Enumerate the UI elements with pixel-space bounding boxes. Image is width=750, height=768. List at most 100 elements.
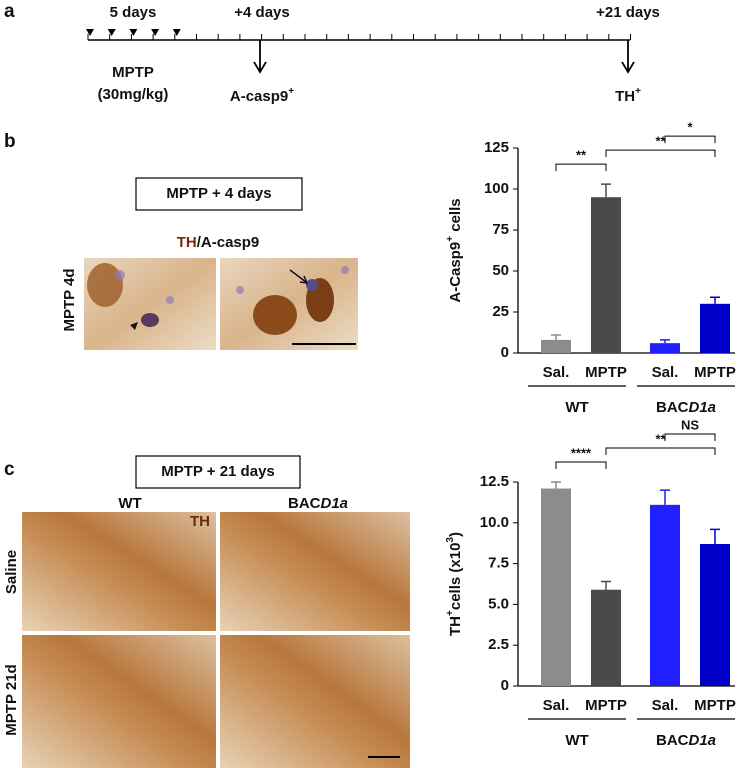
bar: [650, 343, 680, 353]
significance-label: **: [655, 431, 666, 446]
timeline-label: 5 days: [110, 4, 157, 21]
row-label: MPTP 21d: [3, 664, 20, 735]
text: A-casp9: [230, 88, 288, 105]
group-label: BACD1a: [656, 399, 716, 416]
column-label: BACD1a: [288, 495, 348, 512]
superscript: +: [635, 86, 641, 97]
y-axis-label: TH+cells (x103): [445, 532, 464, 636]
text: WT: [565, 732, 588, 749]
text: WT: [565, 399, 588, 416]
significance-bracket: [664, 433, 716, 441]
text: BAC: [656, 399, 689, 416]
x-tick-label: Sal.: [543, 364, 570, 381]
y-tick-label: 75: [492, 221, 509, 238]
x-tick-label: MPTP: [694, 697, 736, 714]
group-label: WT: [565, 399, 588, 416]
bar: [700, 544, 730, 686]
x-tick-label: Sal.: [543, 697, 570, 714]
panel-letter: a: [4, 1, 15, 22]
superscript: 3: [445, 537, 456, 543]
text: D1a: [688, 399, 716, 416]
x-tick-label: MPTP: [585, 364, 627, 381]
timeline-label: +21 days: [596, 4, 660, 21]
significance-label: NS: [681, 417, 699, 432]
group-label: BACD1a: [656, 732, 716, 749]
stain-label: TH/A-casp9: [177, 234, 260, 251]
label-box: [135, 177, 303, 211]
y-tick-label: 0: [501, 344, 509, 361]
significance-label: **: [655, 134, 666, 149]
bar: [650, 504, 680, 686]
significance-bracket: [555, 461, 607, 469]
bar: [541, 488, 571, 686]
y-tick-label: 2.5: [488, 636, 509, 653]
text: cells (x10: [447, 543, 464, 611]
row-label: MPTP 4d: [61, 268, 78, 331]
micrograph: [220, 258, 358, 350]
significance-label: **: [576, 148, 587, 163]
box-label: MPTP + 4 days: [166, 185, 271, 202]
significance-label: ****: [571, 445, 592, 460]
y-tick-label: 12.5: [480, 473, 509, 490]
text: BAC: [656, 732, 689, 749]
x-tick-label: Sal.: [652, 697, 679, 714]
bar: [700, 303, 730, 353]
panel-letter: c: [4, 459, 15, 480]
error-bar: [601, 183, 611, 198]
micrograph: [84, 258, 216, 350]
error-bar: [710, 296, 720, 304]
text: cells: [447, 198, 464, 236]
box-label: MPTP + 21 days: [161, 463, 275, 480]
text: TH: [615, 88, 635, 105]
significance-bracket: [605, 447, 716, 455]
text: ): [447, 532, 464, 537]
x-tick-label: Sal.: [652, 364, 679, 381]
panel-letter: b: [4, 131, 16, 152]
dose-marker: [107, 29, 116, 36]
dose-marker: [129, 29, 138, 36]
y-tick-label: 0: [501, 677, 509, 694]
bar: [541, 339, 571, 353]
marker-label: A-casp9+: [230, 86, 294, 105]
dose-marker: [86, 29, 94, 36]
y-tick-label: 100: [484, 180, 509, 197]
text: A-Casp9: [447, 242, 464, 303]
text: WT: [118, 495, 141, 512]
dose-marker: [172, 29, 181, 36]
y-tick-label: 7.5: [488, 555, 509, 572]
y-tick-label: 125: [484, 139, 509, 156]
superscript: +: [445, 236, 456, 242]
marker-label: TH+: [615, 86, 641, 105]
error-bar: [601, 580, 611, 590]
bar: [591, 197, 621, 353]
arrow: [253, 40, 267, 74]
text: D1a: [320, 495, 348, 512]
significance-bracket: [555, 163, 607, 172]
x-tick-label: MPTP: [585, 697, 627, 714]
text: D1a: [688, 732, 716, 749]
significance-label: *: [687, 120, 693, 135]
x-tick-label: MPTP: [694, 364, 736, 381]
error-bar: [551, 334, 561, 340]
superscript: +: [445, 610, 456, 616]
y-tick-label: 25: [492, 303, 509, 320]
error-bar: [660, 339, 670, 344]
text: /A-casp9: [197, 234, 260, 251]
arrow: [621, 40, 635, 74]
treatment-label: MPTP: [112, 64, 154, 81]
group-label: WT: [565, 732, 588, 749]
error-bar: [710, 528, 720, 545]
y-axis-label: A-Casp9+ cells: [445, 198, 464, 302]
significance-bracket: [664, 135, 716, 144]
timeline: 5 days +4 days +21 days MPTP (30mg/kg) A…: [86, 4, 660, 105]
row-label: Saline: [3, 550, 20, 594]
dose-label: (30mg/kg): [98, 86, 169, 103]
text: TH: [447, 616, 464, 636]
error-bar: [660, 489, 670, 505]
text: BAC: [288, 495, 321, 512]
y-tick-label: 10.0: [480, 514, 509, 531]
micrograph: [22, 512, 410, 768]
stain-label: TH: [190, 513, 210, 530]
significance-bracket: [605, 149, 716, 158]
